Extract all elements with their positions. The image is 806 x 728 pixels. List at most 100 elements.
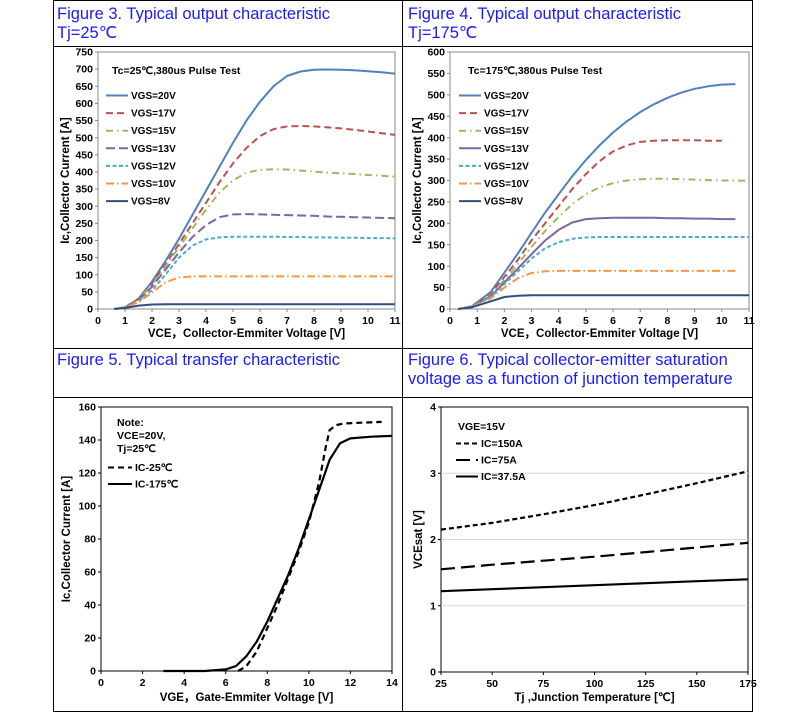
fig3-y-tick-label: 250	[75, 218, 93, 230]
fig4-x-tick-label: 4	[556, 315, 562, 327]
fig3-legend-label: VGS=8V	[131, 197, 171, 208]
figure6-title-line1: Figure 6. Typical collector-emitter satu…	[408, 351, 728, 369]
fig3-x-tick-label: 10	[362, 315, 374, 327]
fig6-y-tick-label: 2	[430, 534, 436, 546]
fig6-annotation: VGE=15V	[458, 421, 505, 433]
fig5-x-tick-label: 2	[140, 677, 146, 689]
fig4-y-tick-label: 200	[427, 218, 445, 230]
fig4-x-tick-label: 10	[716, 315, 728, 327]
fig6-x-tick-label: 50	[486, 678, 498, 690]
fig4-y-tick-label: 0	[439, 304, 445, 316]
fig6-y-tick-label: 4	[430, 402, 436, 414]
fig3-legend-label: VGS=17V	[131, 109, 176, 120]
fig3-x-tick-label: 2	[149, 315, 155, 327]
fig6-series-line	[440, 578, 749, 593]
fig6-x-tick-label: 75	[537, 678, 549, 690]
fig4-y-tick-label: 350	[427, 154, 445, 166]
figure5-title: Figure 5. Typical transfer characteristi…	[57, 351, 340, 370]
fig5-x-axis-label: VGE，Gate-Emmiter Voltage [V]	[160, 692, 334, 704]
fig6-x-tick-label: 100	[586, 678, 604, 690]
fig6-x-tick-label: 150	[688, 678, 706, 690]
fig5-x-tick-label: 8	[264, 677, 270, 689]
fig3-y-tick-label: 700	[75, 64, 93, 76]
fig6-x-tick-label: 125	[637, 678, 655, 690]
figure3-title-line2: Tj=25℃	[57, 24, 118, 42]
fig5-x-tick-label: 6	[223, 677, 229, 689]
fig4-x-tick-label: 6	[610, 315, 616, 327]
fig5-y-tick-label: 140	[78, 435, 96, 447]
fig3-x-tick-label: 7	[284, 315, 290, 327]
fig5-y-tick-label: 0	[90, 666, 96, 678]
fig4-y-tick-label: 300	[427, 175, 445, 187]
fig3-legend-label: VGS=10V	[131, 179, 176, 190]
fig3-y-tick-label: 200	[75, 235, 93, 247]
fig5-y-tick-label: 120	[78, 468, 96, 480]
fig3-y-tick-label: 50	[81, 286, 93, 298]
figure6-title: Figure 6. Typical collector-emitter satu…	[408, 351, 733, 389]
fig4-series-line	[458, 294, 749, 310]
fig3-series-line	[114, 68, 396, 310]
fig3-series-line	[114, 125, 396, 310]
fig4-x-tick-label: 5	[583, 315, 589, 327]
fig4-legend-label: VGS=17V	[484, 109, 529, 120]
fig4-x-tick-label: 9	[692, 315, 698, 327]
fig5-y-axis-label: Ic,Collector Current [A]	[61, 476, 73, 603]
fig6-y-tick-label: 1	[430, 600, 436, 612]
fig6-y-tick-label: 3	[430, 468, 436, 480]
fig5-annotation-line: Note:	[117, 417, 144, 429]
fig3-plot-area	[97, 51, 396, 310]
fig6-series-line	[440, 470, 749, 531]
fig3-x-tick-label: 9	[338, 315, 344, 327]
fig6-x-tick-label: 175	[739, 678, 757, 690]
fig5-series-line	[237, 420, 382, 672]
fig3-series-line	[114, 213, 396, 310]
fig5-y-tick-label: 100	[78, 501, 96, 513]
figure-table	[53, 0, 753, 712]
fig4-y-axis-label: Ic,Collector Current [A]	[412, 117, 424, 244]
fig3-x-tick-label: 11	[389, 315, 400, 327]
fig4-x-tick-label: 11	[743, 315, 754, 327]
fig3-y-tick-label: 650	[75, 81, 93, 93]
fig4-legend-label: VGS=15V	[484, 126, 529, 137]
fig3-y-tick-label: 550	[75, 115, 93, 127]
fig4-series-line	[458, 269, 736, 310]
fig6-y-tick-label: 0	[430, 667, 436, 679]
fig4-y-tick-label: 400	[427, 132, 445, 144]
fig3-legend-label: VGS=13V	[131, 144, 176, 155]
fig3-x-tick-label: 5	[230, 315, 236, 327]
fig3-x-tick-label: 6	[257, 315, 263, 327]
fig3-x-tick-label: 1	[122, 315, 128, 327]
fig4-x-tick-label: 7	[637, 315, 643, 327]
fig3-x-tick-label: 4	[203, 315, 209, 327]
fig5-legend-label: IC-175℃	[135, 479, 179, 491]
fig3-annotation: Tc=25℃,380us Pulse Test	[112, 65, 241, 77]
fig4-y-tick-label: 500	[427, 89, 445, 101]
fig4-legend-label: VGS=8V	[484, 197, 524, 208]
fig3-y-tick-label: 600	[75, 98, 93, 110]
fig3-y-tick-label: 150	[75, 252, 93, 264]
fig4-x-tick-label: 0	[447, 315, 453, 327]
fig4-x-tick-label: 1	[474, 315, 480, 327]
fig5-annotation-line: Tj=25℃	[117, 443, 156, 455]
fig4-series-line	[458, 216, 736, 310]
fig4-legend-label: VGS=13V	[484, 144, 529, 155]
fig3-y-axis-label: Ic,Collector Current [A]	[60, 117, 72, 244]
fig3-x-tick-label: 0	[95, 315, 101, 327]
fig5-y-tick-label: 20	[84, 633, 96, 645]
fig4-x-tick-label: 2	[501, 315, 507, 327]
figure4-title: Figure 4. Typical output characteristic …	[408, 5, 681, 43]
fig5-y-tick-label: 160	[78, 402, 96, 414]
fig5-y-tick-label: 60	[84, 567, 96, 579]
table-divider-vertical	[402, 0, 403, 712]
fig4-x-tick-label: 8	[665, 315, 671, 327]
fig5-x-tick-label: 4	[181, 677, 187, 689]
fig4-series-line	[458, 236, 749, 310]
figure3-title: Figure 3. Typical output characteristic …	[57, 5, 330, 43]
fig4-x-tick-label: 3	[529, 315, 535, 327]
fig3-y-tick-label: 350	[75, 184, 93, 196]
fig6-series-line	[440, 541, 749, 571]
fig3-y-tick-label: 750	[75, 47, 93, 59]
fig4-series-line	[458, 83, 736, 310]
